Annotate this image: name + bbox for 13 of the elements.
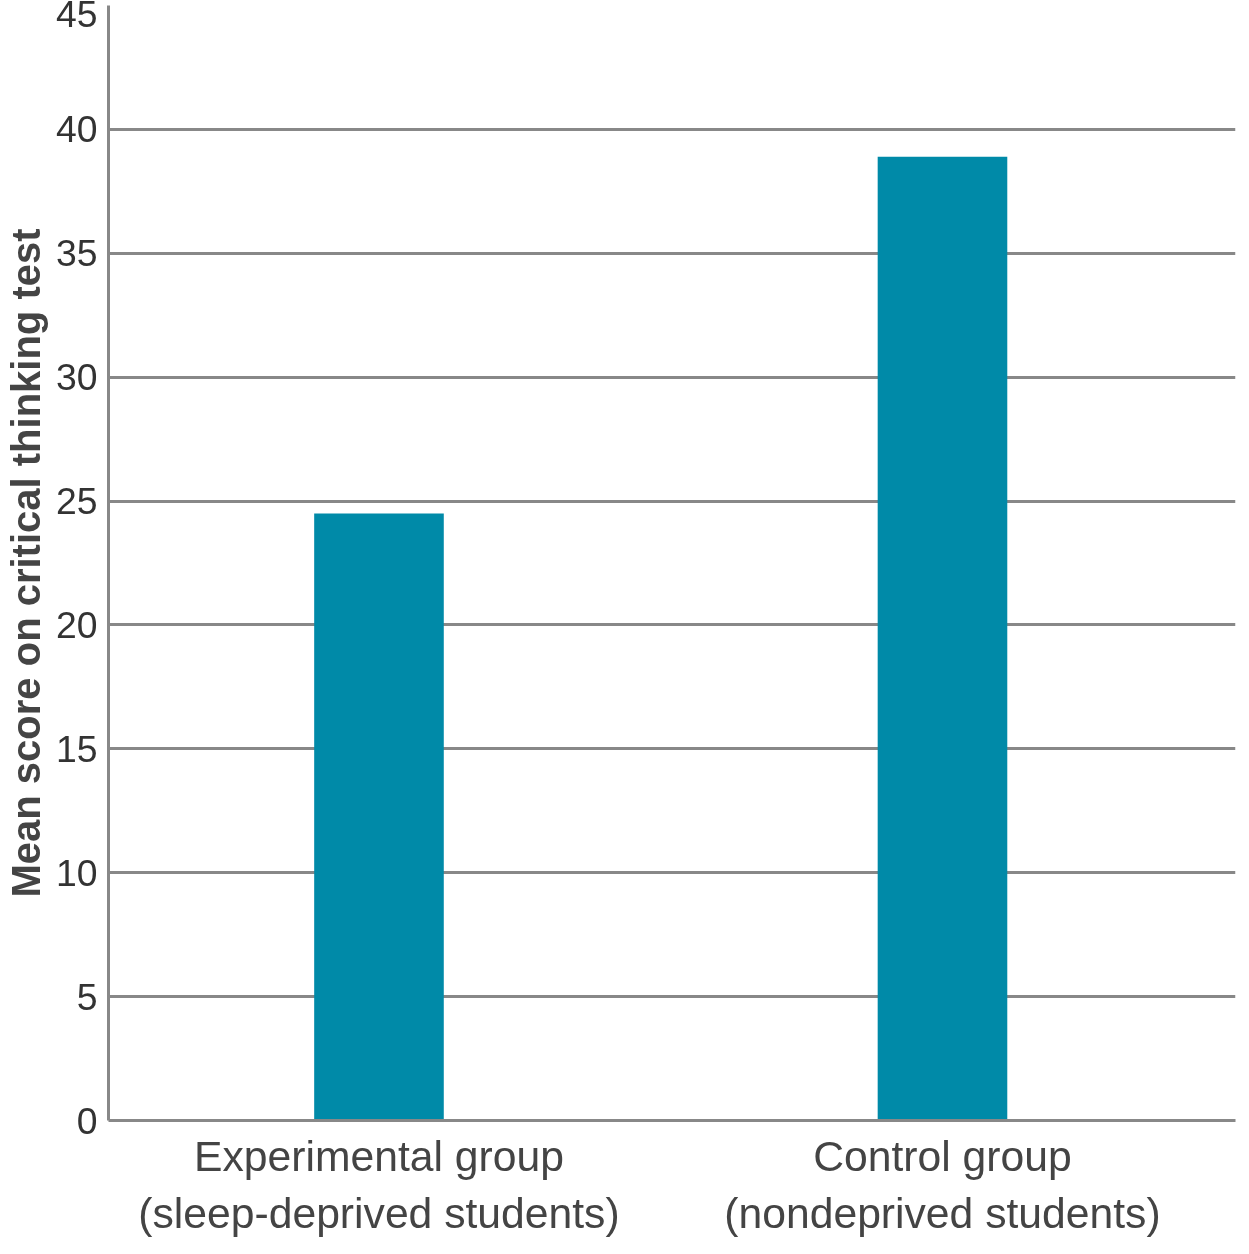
- y-tick-label: 20: [55, 603, 98, 646]
- x-tick-label: Experimental group (sleep-deprived students): [138, 1131, 620, 1238]
- y-tick-label: 5: [76, 975, 98, 1018]
- y-tick-label: 30: [55, 356, 98, 399]
- y-tick-label: 10: [55, 851, 98, 894]
- y-tick-label: 45: [55, 0, 98, 35]
- y-tick-label: 40: [55, 108, 98, 151]
- x-tick-label: Control group (nondeprived students): [724, 1131, 1161, 1238]
- y-axis-title: Mean score on critical thinking test: [3, 228, 48, 898]
- y-tick-label: 0: [76, 1099, 98, 1142]
- y-tick-label: 25: [55, 480, 98, 523]
- y-tick-label: 35: [55, 232, 98, 275]
- y-tick-label: 15: [55, 727, 98, 770]
